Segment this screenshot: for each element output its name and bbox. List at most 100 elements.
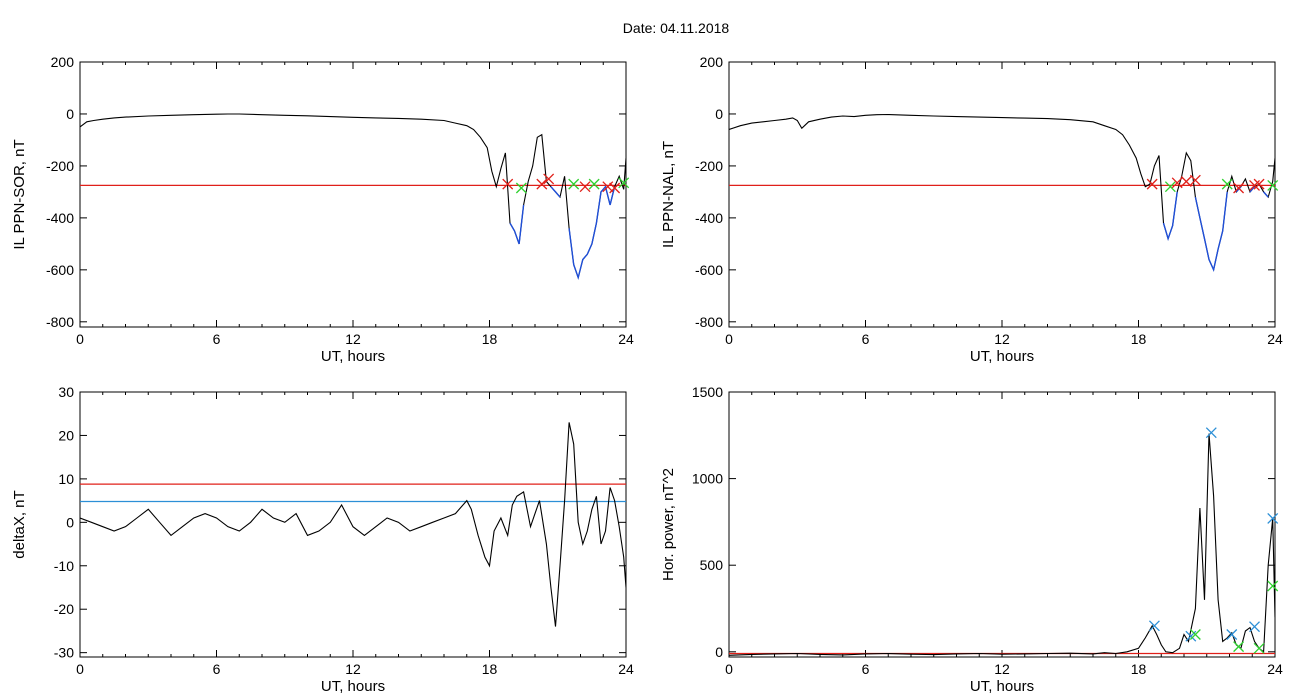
y-tick-label: 500	[700, 557, 724, 573]
marker-stroke	[1171, 177, 1183, 189]
marker-red	[609, 182, 621, 194]
chart-il-sor: 0 6 12 18 24 -800 -600 -400 -200 0 200 UT, hours IL …	[11, 54, 634, 365]
substorm-segment	[550, 186, 561, 198]
marker-red	[579, 181, 591, 193]
marker-green	[1189, 629, 1201, 640]
marker-blue	[1226, 629, 1238, 640]
x-tick-label: 6	[862, 661, 870, 677]
x-tick-label: 18	[1131, 331, 1147, 347]
marker-green	[618, 177, 630, 189]
y-axis-label: IL PPN-SOR, nT	[11, 139, 28, 249]
marker-stroke	[609, 182, 621, 194]
marker-stroke	[602, 181, 614, 193]
marker-stroke	[1249, 621, 1260, 633]
marker-blue	[1148, 620, 1160, 632]
marker-red	[1253, 178, 1265, 190]
x-tick-label: 24	[618, 661, 634, 677]
x-tick-label: 6	[862, 331, 870, 347]
substorm-segment	[568, 185, 616, 281]
y-tick-label: -800	[695, 314, 723, 330]
marker-red	[1146, 178, 1158, 190]
x-axis-label: UT, hours	[970, 348, 1034, 365]
plot-frame	[79, 61, 627, 328]
y-tick-label: -200	[46, 158, 74, 174]
y-axis-label: IL PPN-NAL, nT	[660, 141, 677, 248]
marker-stroke	[1205, 427, 1217, 439]
y-tick-label: -200	[695, 158, 723, 174]
x-tick-label: 0	[76, 331, 84, 347]
y-tick-label: -20	[54, 601, 74, 617]
marker-red	[1189, 174, 1201, 186]
x-tick-label: 24	[618, 331, 634, 347]
x-tick-label: 12	[345, 331, 361, 347]
x-tick-label: 12	[994, 661, 1010, 677]
x-tick-label: 18	[482, 331, 498, 347]
marker-green	[1267, 179, 1279, 191]
marker-green	[1253, 642, 1265, 654]
y-tick-label: 200	[700, 54, 724, 70]
chart-hor-power: 0 6 12 18 24 0 500 1000 1500 UT, hours Hor. power,…	[660, 384, 1283, 695]
marker-stroke	[1267, 580, 1279, 592]
marker-stroke	[1267, 512, 1279, 524]
marker-red	[502, 178, 514, 190]
x-tick-label: 12	[994, 331, 1010, 347]
marker-stroke	[618, 177, 630, 189]
marker-stroke	[588, 178, 600, 190]
y-tick-label: -600	[46, 262, 74, 278]
marker-stroke	[502, 178, 514, 190]
marker-stroke	[579, 181, 591, 193]
y-tick-label: 30	[58, 384, 74, 400]
series-line	[729, 113, 1275, 272]
marker-red	[1171, 177, 1183, 189]
y-tick-label: 10	[58, 471, 74, 487]
substorm-segment	[509, 204, 525, 245]
y-tick-label: -600	[695, 262, 723, 278]
y-axis-label: Hor. power, nT^2	[660, 468, 677, 581]
x-tick-label: 6	[213, 331, 221, 347]
marker-stroke	[1253, 642, 1265, 654]
marker-green	[1221, 178, 1233, 190]
y-tick-label: 0	[66, 514, 74, 530]
y-tick-label: 1500	[692, 384, 723, 400]
marker-stroke	[1180, 176, 1192, 187]
series-line	[80, 422, 626, 627]
marker-stroke	[543, 173, 555, 185]
marker-green	[1233, 641, 1245, 653]
x-tick-label: 0	[725, 331, 733, 347]
x-axis-label: UT, hours	[970, 678, 1034, 695]
x-axis-label: UT, hours	[321, 348, 385, 365]
marker-stroke	[1189, 174, 1201, 186]
substorm-segment	[1249, 186, 1256, 193]
marker-stroke	[1233, 641, 1245, 653]
x-tick-label: 12	[345, 661, 361, 677]
y-tick-label: 1000	[692, 471, 723, 487]
marker-stroke	[1189, 629, 1201, 640]
date-label: Date: 04.11.2018	[623, 20, 730, 36]
marker-stroke	[1253, 178, 1265, 190]
marker-stroke	[1233, 182, 1245, 194]
marker-blue	[1205, 427, 1217, 439]
marker-stroke	[536, 178, 548, 190]
x-tick-label: 18	[1131, 661, 1147, 677]
marker-stroke	[1146, 178, 1158, 190]
y-tick-label: -800	[46, 314, 74, 330]
substorm-segment	[1263, 191, 1269, 198]
marker-blue	[1249, 621, 1260, 633]
y-tick-label: 200	[51, 54, 75, 70]
plot-frame	[728, 61, 1276, 328]
y-axis-label: deltaX, nT	[11, 490, 28, 558]
marker-green	[588, 178, 600, 190]
substorm-segment	[1194, 191, 1228, 273]
marker-green	[1267, 580, 1279, 592]
series-line	[80, 113, 626, 280]
marker-stroke	[568, 178, 580, 190]
substorm-segment	[1162, 191, 1178, 241]
marker-stroke	[1226, 629, 1238, 640]
x-tick-label: 24	[1267, 661, 1283, 677]
marker-red	[536, 178, 548, 190]
marker-red	[1233, 182, 1245, 194]
x-axis-label: UT, hours	[321, 678, 385, 695]
y-tick-label: 20	[58, 427, 74, 443]
x-tick-label: 18	[482, 661, 498, 677]
